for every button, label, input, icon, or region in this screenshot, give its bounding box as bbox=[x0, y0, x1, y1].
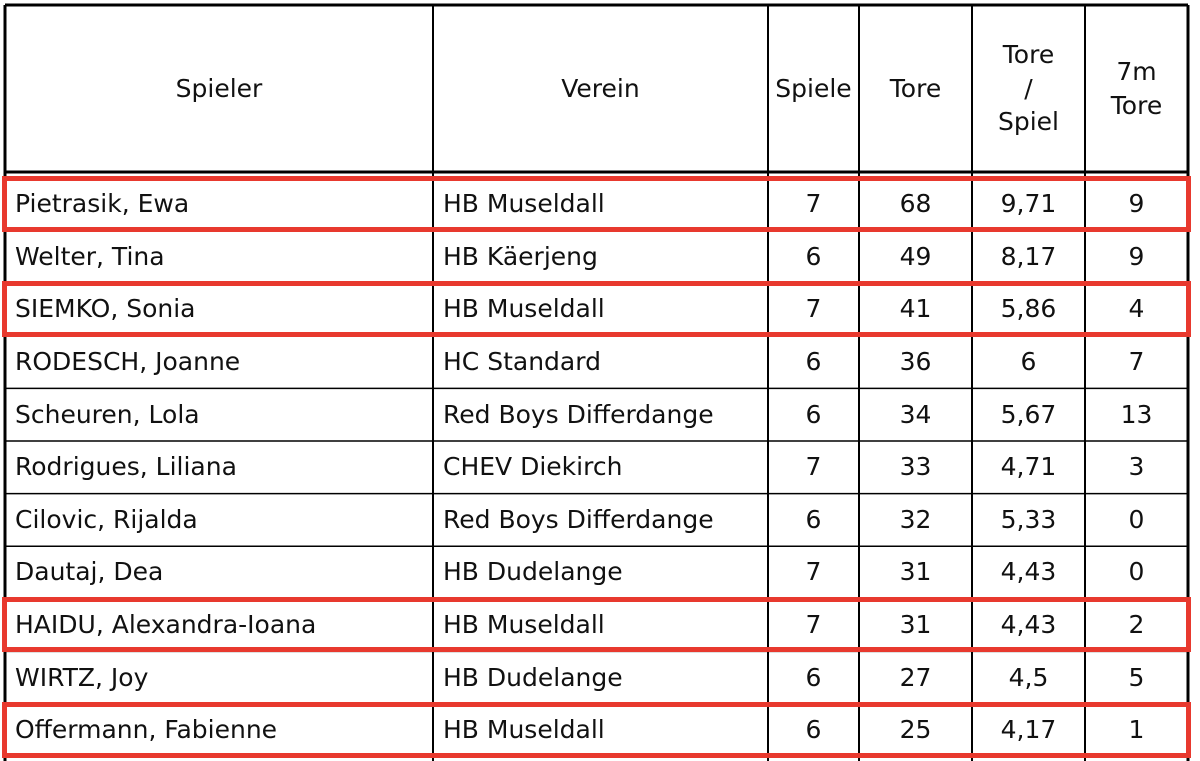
cell-club: HB Käerjeng bbox=[443, 241, 598, 271]
cell-penalty-goals: 0 bbox=[1128, 504, 1145, 534]
cell-club: HB Museldall bbox=[443, 610, 605, 640]
cell-player: Rodrigues, Liliana bbox=[15, 452, 237, 482]
cell-games: 6 bbox=[805, 347, 822, 377]
cell-goals: 68 bbox=[899, 189, 932, 219]
cell-goals-per-game: 4,5 bbox=[1008, 662, 1049, 692]
cell-goals-per-game: 4,17 bbox=[1000, 715, 1057, 745]
header-penalty-goals: 7m Tore bbox=[1110, 56, 1163, 120]
cell-club: CHEV Diekirch bbox=[443, 452, 623, 482]
cell-games: 6 bbox=[805, 662, 822, 692]
cell-player: RODESCH, Joanne bbox=[15, 347, 241, 377]
cell-goals-per-game: 8,17 bbox=[1000, 241, 1057, 271]
cell-club: HB Museldall bbox=[443, 189, 605, 219]
cell-games: 6 bbox=[805, 399, 822, 429]
cell-penalty-goals: 13 bbox=[1120, 399, 1153, 429]
cell-club: Red Boys Differdange bbox=[443, 399, 714, 429]
cell-games: 6 bbox=[805, 504, 822, 534]
cell-games: 6 bbox=[805, 715, 822, 745]
cell-player: WIRTZ, Joy bbox=[15, 662, 149, 692]
cell-goals: 32 bbox=[899, 504, 932, 534]
header-goals-per-game: Tore / Spiel bbox=[997, 39, 1059, 137]
cell-goals-per-game: 5,86 bbox=[1000, 294, 1057, 324]
cell-goals: 25 bbox=[899, 715, 932, 745]
cell-goals: 41 bbox=[899, 294, 932, 324]
cell-penalty-goals: 0 bbox=[1128, 557, 1145, 587]
cell-games: 6 bbox=[805, 241, 822, 271]
cell-games: 7 bbox=[805, 452, 822, 482]
cell-penalty-goals: 2 bbox=[1128, 610, 1145, 640]
cell-goals: 27 bbox=[899, 662, 932, 692]
cell-goals: 34 bbox=[899, 399, 932, 429]
cell-goals: 36 bbox=[899, 347, 932, 377]
cell-penalty-goals: 3 bbox=[1128, 452, 1145, 482]
header-player: Spieler bbox=[175, 73, 263, 103]
cell-goals-per-game: 5,33 bbox=[1000, 504, 1057, 534]
cell-club: HB Museldall bbox=[443, 715, 605, 745]
cell-goals: 49 bbox=[899, 241, 932, 271]
cell-penalty-goals: 9 bbox=[1128, 241, 1145, 271]
cell-player: Cilovic, Rijalda bbox=[15, 504, 198, 534]
cell-games: 7 bbox=[805, 294, 822, 324]
cell-penalty-goals: 1 bbox=[1128, 715, 1145, 745]
cell-club: HC Standard bbox=[443, 347, 601, 377]
header-goals: Tore bbox=[889, 73, 942, 103]
cell-games: 7 bbox=[805, 610, 822, 640]
cell-player: HAIDU, Alexandra-Ioana bbox=[15, 610, 317, 640]
cell-club: HB Dudelange bbox=[443, 662, 623, 692]
cell-player: Offermann, Fabienne bbox=[15, 715, 278, 745]
cell-goals-per-game: 4,71 bbox=[1000, 452, 1057, 482]
header-club: Verein bbox=[561, 73, 640, 103]
cell-goals-per-game: 4,43 bbox=[1000, 557, 1057, 587]
cell-games: 7 bbox=[805, 557, 822, 587]
cell-player: Dautaj, Dea bbox=[15, 557, 164, 587]
cell-goals: 31 bbox=[899, 610, 932, 640]
cell-goals: 33 bbox=[899, 452, 932, 482]
cell-player: Scheuren, Lola bbox=[15, 399, 200, 429]
cell-goals-per-game: 5,67 bbox=[1000, 399, 1057, 429]
cell-penalty-goals: 7 bbox=[1128, 347, 1145, 377]
cell-games: 7 bbox=[805, 189, 822, 219]
header-games: Spiele bbox=[775, 73, 852, 103]
cell-club: HB Museldall bbox=[443, 294, 605, 324]
cell-penalty-goals: 5 bbox=[1128, 662, 1145, 692]
cell-player: Pietrasik, Ewa bbox=[15, 189, 190, 219]
cell-player: SIEMKO, Sonia bbox=[15, 294, 196, 324]
cell-penalty-goals: 4 bbox=[1128, 294, 1145, 324]
cell-goals-per-game: 4,43 bbox=[1000, 610, 1057, 640]
cell-goals: 31 bbox=[899, 557, 932, 587]
cell-club: HB Dudelange bbox=[443, 557, 623, 587]
cell-penalty-goals: 9 bbox=[1128, 189, 1145, 219]
cell-player: Welter, Tina bbox=[15, 241, 165, 271]
cell-club: Red Boys Differdange bbox=[443, 504, 714, 534]
cell-goals-per-game: 6 bbox=[1020, 347, 1037, 377]
cell-goals-per-game: 9,71 bbox=[1000, 189, 1057, 219]
